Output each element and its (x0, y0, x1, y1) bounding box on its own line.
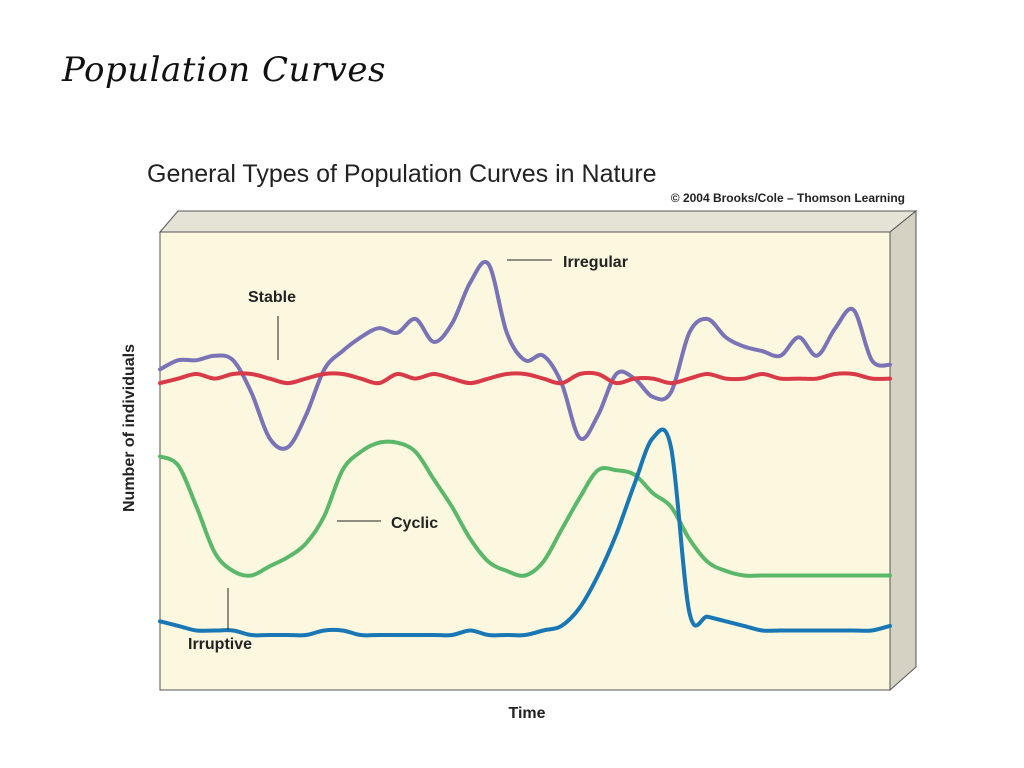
series-line-stable (158, 370, 892, 386)
plot-box-top-face (158, 210, 918, 233)
chart-title: General Types of Population Curves in Na… (147, 160, 657, 188)
annotation-stable: Stable (248, 289, 296, 306)
plot-area (159, 231, 891, 691)
series-line-cyclic (158, 439, 892, 578)
copyright-credit: © 2004 Brooks/Cole – Thomson Learning (670, 191, 905, 205)
series-layer (158, 260, 892, 638)
annotation-irregular: Irregular (563, 254, 628, 271)
plot-box-side-face (889, 209, 917, 692)
annotation-layer: Irregular Stable Cyclic Irruptive (188, 254, 628, 653)
slide-title: Population Curves (62, 50, 386, 90)
series-line-irregular (158, 260, 892, 451)
series-line-irruptive (158, 427, 892, 638)
x-axis-label: Time (508, 705, 545, 722)
y-axis-label: Number of individuals (121, 344, 138, 512)
annotation-irruptive: Irruptive (188, 636, 252, 653)
annotation-cyclic: Cyclic (391, 515, 438, 532)
